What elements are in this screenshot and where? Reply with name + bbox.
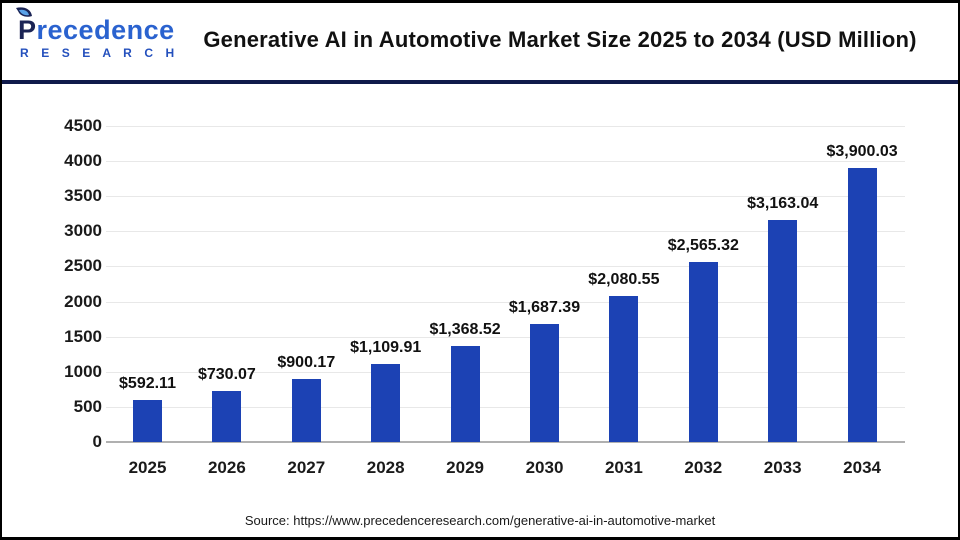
gridline	[106, 196, 905, 198]
x-axis-tick-label: 2026	[207, 458, 246, 477]
gridline	[106, 161, 905, 163]
y-axis-tick-label: 2000	[64, 291, 102, 311]
chart-stage: 0 500 1000 1500 2000 2500 3000 3500 4000 4500 $592…	[2, 3, 958, 537]
bar-value-label: $900.17	[277, 353, 336, 371]
y-axis-tick-label: 2500	[64, 256, 102, 276]
bar-value-label: $592.11	[119, 375, 176, 393]
y-axis-tick-label: 4000	[64, 151, 102, 171]
bar-2027	[291, 378, 321, 442]
logo-wordmark: Precedence	[16, 7, 174, 45]
bar-2028	[371, 364, 401, 442]
gridline	[106, 301, 905, 303]
x-axis-tick-label: 2027	[287, 458, 326, 477]
y-axis-tick-label: 1500	[64, 326, 102, 346]
bar-value-label: $1,687.39	[508, 298, 581, 316]
source-line: Source: https://www.precedenceresearch.c…	[244, 513, 716, 528]
gridline	[106, 371, 905, 373]
x-axis-tick-label: 2029	[446, 458, 484, 477]
gridline	[106, 266, 905, 268]
bar-2034	[847, 168, 877, 442]
bar-2031	[609, 295, 639, 442]
bar-value-label: $730.07	[197, 365, 256, 383]
chart-title: Generative AI in Automotive Market Size …	[203, 27, 917, 52]
gridline	[106, 406, 905, 408]
x-axis-tick-label: 2033	[763, 458, 802, 477]
bar-2030	[530, 323, 559, 442]
leaf-icon	[16, 7, 32, 17]
y-axis-tick-label: 1000	[64, 361, 102, 381]
bar-value-label: $3,900.03	[826, 143, 898, 161]
y-axis-tick-label: 500	[73, 396, 102, 416]
x-axis-tick-label: 2030	[525, 458, 564, 477]
precedence-research-logo: Precedence R E S E A R C H	[16, 7, 179, 71]
y-axis-tick-label: 0	[92, 432, 102, 451]
x-axis-tick-label: 2032	[684, 458, 723, 477]
gridline	[106, 231, 905, 233]
gridline	[106, 126, 905, 127]
logo-subtitle: R E S E A R C H	[20, 46, 179, 60]
bar-2029	[450, 345, 480, 442]
logo-initial: P	[16, 7, 37, 45]
bar-2025	[133, 400, 162, 442]
x-axis-tick-label: 2025	[128, 458, 167, 477]
bar-value-label: $1,109.91	[350, 339, 422, 357]
x-axis-tick-label: 2028	[366, 458, 405, 477]
logo-rest: recedence	[36, 15, 175, 45]
bar-value-label: $3,163.04	[747, 194, 819, 212]
header: Precedence R E S E A R C H Generative AI…	[2, 3, 958, 84]
x-axis-line	[106, 441, 905, 443]
x-axis-tick-label: 2031	[604, 458, 643, 477]
logo-initial-letter: P	[18, 15, 37, 45]
bar-value-label: $2,565.32	[667, 236, 739, 254]
bar-value-label: $1,368.52	[429, 320, 501, 338]
x-axis-tick-label: 2034	[843, 458, 881, 477]
bar-value-label: $2,080.55	[588, 270, 660, 288]
y-axis-tick-label: 4500	[64, 116, 102, 135]
y-axis-tick-label: 3500	[64, 186, 102, 206]
bar-2032	[688, 261, 718, 442]
y-axis-tick-label: 3000	[64, 221, 102, 241]
bar-2033	[768, 219, 798, 442]
bar-2026	[212, 390, 242, 442]
gridline	[106, 336, 905, 338]
